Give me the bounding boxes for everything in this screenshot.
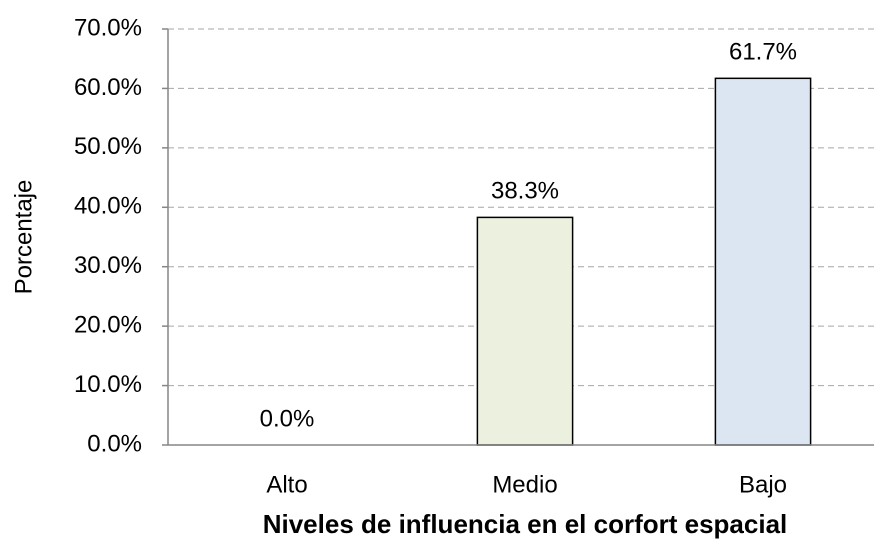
bar (714, 77, 812, 446)
x-axis-label: Niveles de influencia en el corfort espa… (263, 509, 788, 539)
value-label: 0.0% (260, 405, 315, 432)
y-tick-label: 20.0% (74, 311, 142, 338)
value-label: 38.3% (491, 178, 559, 205)
y-tick-label: 60.0% (74, 74, 142, 101)
y-tick-label: 40.0% (74, 193, 142, 220)
bar (476, 216, 574, 446)
x-tick-label: Bajo (739, 471, 787, 498)
x-tick-label: Medio (492, 471, 557, 498)
x-tick-label: Alto (266, 471, 307, 498)
y-tick-label: 70.0% (74, 14, 142, 41)
y-tick-label: 10.0% (74, 371, 142, 398)
y-tick-label: 30.0% (74, 252, 142, 279)
y-axis-label: Porcentaje (10, 180, 37, 295)
y-tick-label: 0.0% (87, 430, 142, 457)
y-tick-label: 50.0% (74, 133, 142, 160)
value-label: 61.7% (729, 39, 797, 66)
